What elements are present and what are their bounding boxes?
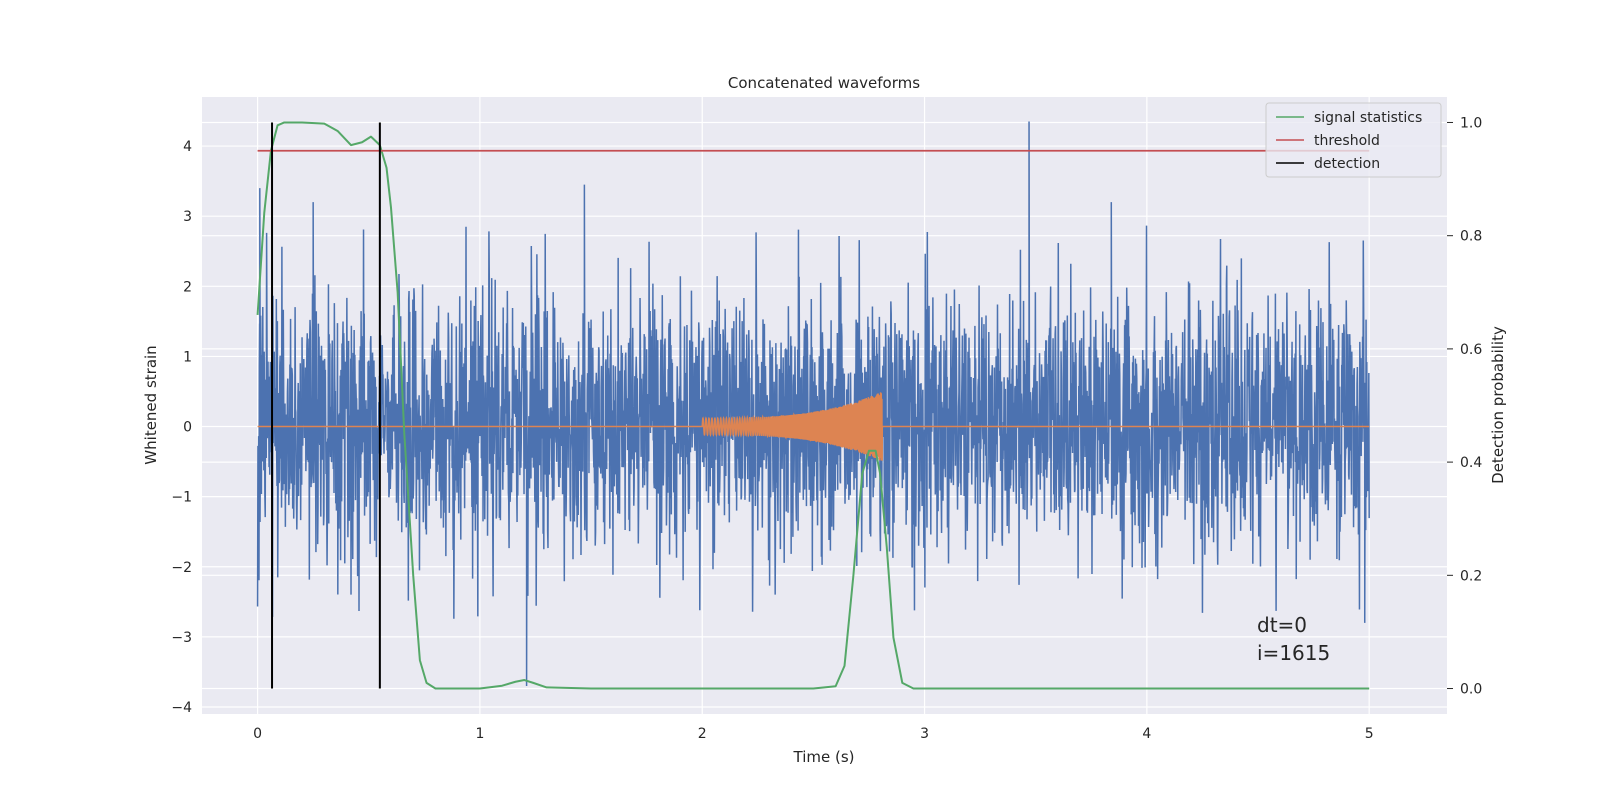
series-signal-statistics [256, 121, 1370, 690]
series-layer [256, 121, 1370, 690]
x-tick-label: 0 [253, 726, 262, 742]
y2-axis-label: Detection probability [1489, 326, 1507, 484]
series-injected-chirp [257, 392, 1370, 461]
y-axis-label: Whitened strain [142, 345, 160, 464]
legend-entry-detection: detection [1314, 156, 1380, 172]
y-tick-label: 4 [183, 139, 192, 155]
annotation-index: i=1615 [1257, 641, 1330, 665]
x-axis-label: Time (s) [793, 748, 855, 766]
x-tick-label: 2 [698, 726, 707, 742]
y-tick-label: 0 [183, 420, 192, 436]
series-whitened-strain [256, 121, 1370, 686]
y2-tick-label: 0.8 [1460, 229, 1482, 245]
y2-tick-label: 0.6 [1460, 342, 1482, 358]
chart-title: Concatenated waveforms [728, 74, 920, 92]
x-tick-label: 5 [1365, 726, 1374, 742]
y-tick-label: 1 [183, 349, 192, 365]
y-tick-label: 3 [183, 209, 192, 225]
y-tick-label: −1 [171, 490, 192, 506]
legend-entry-signal-statistics: signal statistics [1314, 110, 1422, 126]
tick-layer: 0 1 2 3 4 5 −4 −3 −2 −1 0 1 2 3 4 0.0 0.2 0.4 0.6 0.8 1.0 [171, 115, 1482, 742]
x-tick-label: 4 [1142, 726, 1151, 742]
y-tick-label: −3 [171, 630, 192, 646]
y2-tick-label: 0.0 [1460, 682, 1482, 698]
legend-entry-threshold: threshold [1314, 133, 1380, 149]
x-tick-label: 3 [920, 726, 929, 742]
y-tick-label: −2 [171, 560, 192, 576]
legend: signal statistics threshold detection [1265, 102, 1442, 178]
y2-tick-label: 0.2 [1460, 568, 1482, 584]
x-tick-label: 1 [475, 726, 484, 742]
legend-box [1265, 102, 1442, 178]
y2-tick-label: 0.4 [1460, 455, 1482, 471]
y-tick-label: 2 [183, 279, 192, 295]
y2-tick-label: 1.0 [1460, 115, 1482, 131]
y-tick-label: −4 [171, 700, 192, 716]
annotation-dt: dt=0 [1257, 613, 1307, 637]
